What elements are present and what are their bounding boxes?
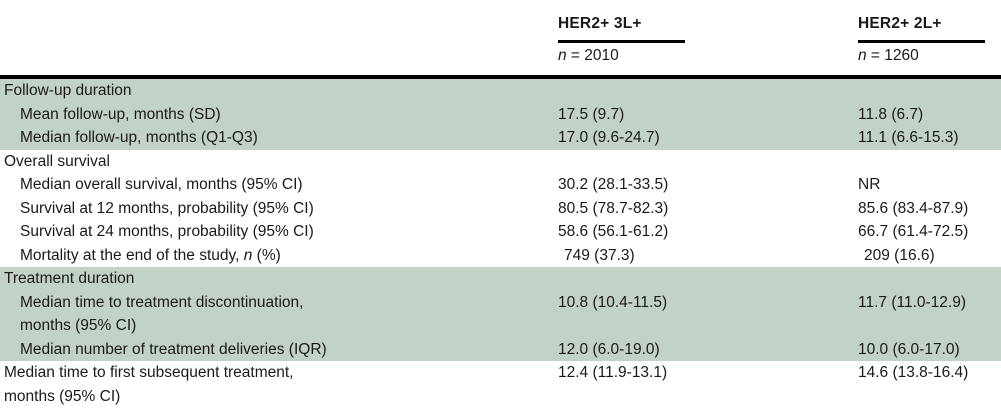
- table-row-treatment-deliveries: Median number of treatment deliveries (I…: [0, 337, 1001, 361]
- section-label: Treatment duration: [0, 267, 555, 291]
- row-label: Median time to first subsequent treatmen…: [0, 361, 555, 408]
- table-row-time-to-subsequent-treatment: Median time to first subsequent treatmen…: [0, 361, 1001, 408]
- table-row-survival-12mo: Survival at 12 months, probability (95% …: [0, 196, 1001, 220]
- value-2l: 10.0 (6.0-17.0): [855, 337, 1001, 361]
- section-label: Follow-up duration: [0, 77, 555, 103]
- value-3l: 12.4 (11.9-13.1): [555, 361, 855, 408]
- col-header-her2-2l-label: HER2+ 2L+: [858, 15, 942, 32]
- n-symbol: n: [858, 47, 867, 64]
- row-label-line2: months (95% CI): [4, 387, 121, 405]
- row-label: Median number of treatment deliveries (I…: [0, 337, 555, 361]
- value-3l: 10.8 (10.4-11.5): [555, 290, 855, 338]
- value-3l: [555, 267, 855, 291]
- value-2l: NR: [855, 173, 1001, 197]
- n-value: = 2010: [566, 47, 619, 64]
- row-label-n-symbol: n: [243, 246, 253, 264]
- row-label-text: (%): [252, 246, 281, 264]
- value-3l: 80.5 (78.7-82.3): [555, 196, 855, 220]
- section-row-follow-up: Follow-up duration: [0, 77, 1001, 103]
- value-2l: [855, 77, 1001, 103]
- n-value: = 1260: [866, 47, 919, 64]
- table-row-time-to-discontinuation: Median time to treatment discontinuation…: [0, 290, 1001, 338]
- row-label-text: Mortality at the end of the study,: [20, 246, 244, 264]
- col-header-her2-3l-label: HER2+ 3L+: [558, 15, 642, 32]
- row-label-line1: Median time to treatment discontinuation…: [20, 293, 304, 311]
- value-2l: 14.6 (13.8-16.4): [855, 361, 1001, 408]
- value-3l: 12.0 (6.0-19.0): [555, 337, 855, 361]
- value-2l: 11.8 (6.7): [855, 102, 1001, 126]
- value-3l: [555, 149, 855, 173]
- col-header-her2-3l: HER2+ 3L+: [555, 0, 855, 43]
- col-header-underline: [858, 40, 985, 43]
- header-row-counts: n = 2010 n = 1260: [0, 43, 1001, 79]
- row-label: Survival at 24 months, probability (95% …: [0, 220, 555, 244]
- table-row-mortality: Mortality at the end of the study, n (%)…: [0, 243, 1001, 267]
- value-3l: 30.2 (28.1-33.5): [555, 173, 855, 197]
- row-label-line2: months (95% CI): [20, 317, 137, 334]
- section-label: Overall survival: [0, 149, 555, 173]
- value-2l: 85.6 (83.4-87.9): [855, 196, 1001, 220]
- row-label: Mortality at the end of the study, n (%): [0, 243, 555, 267]
- value-2l: [855, 267, 1001, 291]
- value-2l: 11.1 (6.6-15.3): [855, 126, 1001, 150]
- value-3l: 17.0 (9.6-24.7): [555, 126, 855, 150]
- header-empty-cell: [0, 43, 555, 79]
- row-label: Mean follow-up, months (SD): [0, 102, 555, 126]
- value-3l: [555, 77, 855, 103]
- value-3l: 749 (37.3): [555, 243, 855, 267]
- value-2l: 66.7 (61.4-72.5): [855, 220, 1001, 244]
- table-row-median-follow-up: Median follow-up, months (Q1-Q3) 17.0 (9…: [0, 126, 1001, 150]
- value-2l: 209 (16.6): [855, 243, 1001, 267]
- row-label: Median time to treatment discontinuation…: [0, 290, 555, 338]
- table-row-median-os: Median overall survival, months (95% CI)…: [0, 173, 1001, 197]
- table-row-survival-24mo: Survival at 24 months, probability (95% …: [0, 220, 1001, 244]
- table-row-mean-follow-up: Mean follow-up, months (SD) 17.5 (9.7) 1…: [0, 102, 1001, 126]
- col-header-her2-2l: HER2+ 2L+: [855, 0, 1001, 43]
- n-count-2l: n = 1260: [855, 43, 1001, 79]
- n-count-3l: n = 2010: [555, 43, 855, 79]
- value-3l: 58.6 (56.1-61.2): [555, 220, 855, 244]
- row-label-line1: Median time to first subsequent treatmen…: [4, 364, 294, 381]
- value-2l: 11.7 (11.0-12.9): [855, 290, 1001, 338]
- row-label: Median follow-up, months (Q1-Q3): [0, 126, 555, 150]
- value-3l: 17.5 (9.7): [555, 102, 855, 126]
- row-label: Median overall survival, months (95% CI): [0, 173, 555, 197]
- row-label: Survival at 12 months, probability (95% …: [0, 196, 555, 220]
- n-symbol: n: [558, 47, 567, 64]
- value-2l: [855, 149, 1001, 173]
- section-row-treatment-duration: Treatment duration: [0, 267, 1001, 291]
- header-row-groups: HER2+ 3L+ HER2+ 2L+: [0, 0, 1001, 43]
- header-empty-cell: [0, 0, 555, 43]
- section-row-overall-survival: Overall survival: [0, 149, 1001, 173]
- col-header-underline: [558, 40, 685, 43]
